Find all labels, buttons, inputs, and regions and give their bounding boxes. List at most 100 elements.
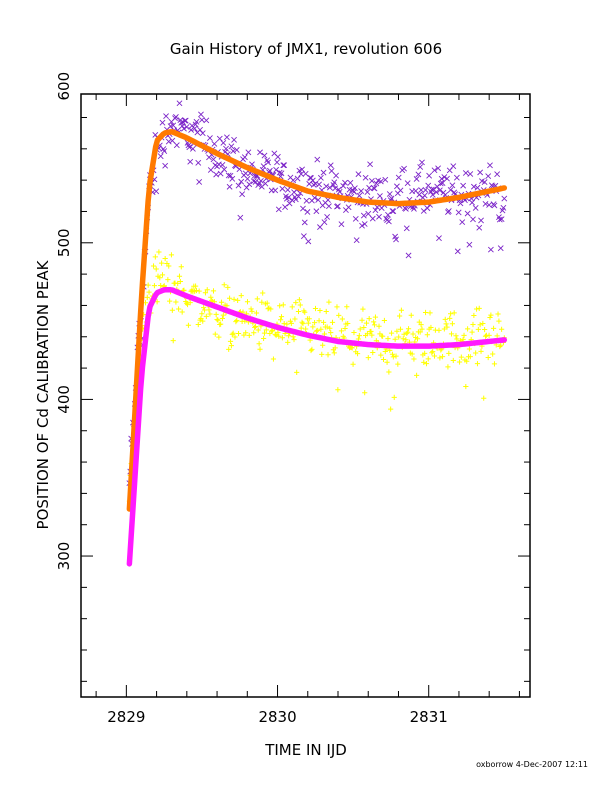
data-point-plus (490, 351, 496, 357)
data-point-x (227, 172, 234, 179)
data-point-x (290, 177, 297, 184)
data-point-x (278, 170, 285, 177)
data-point-x (415, 171, 422, 178)
data-point-plus (175, 280, 181, 287)
data-point-plus (410, 331, 416, 337)
data-point-x (223, 145, 229, 152)
data-point-plus (368, 328, 374, 335)
data-point-x (242, 170, 249, 177)
data-point-plus (458, 354, 464, 360)
data-point-plus (385, 335, 391, 342)
data-point-x (431, 167, 438, 174)
data-point-x (388, 195, 395, 202)
data-point-x (419, 159, 425, 166)
data-point-plus (291, 336, 297, 343)
data-point-plus (482, 333, 489, 339)
data-point-x (299, 166, 305, 173)
data-point-plus (272, 331, 278, 337)
data-point-plus (476, 305, 482, 311)
data-point-plus (498, 342, 504, 348)
data-point-plus (213, 311, 219, 317)
data-point-plus (321, 331, 328, 337)
data-point-plus (422, 350, 428, 356)
data-point-plus (313, 328, 319, 334)
data-point-plus (281, 320, 287, 327)
data-point-x (351, 188, 357, 195)
data-point-x (451, 189, 458, 196)
data-point-x (437, 180, 444, 187)
data-point-x (351, 185, 358, 192)
data-point-x (390, 208, 397, 215)
data-point-plus (316, 318, 322, 324)
data-point-plus (371, 322, 378, 328)
data-point-plus (310, 324, 316, 330)
data-point-x (470, 183, 477, 190)
data-point-plus (404, 330, 410, 337)
data-point-plus (219, 315, 226, 322)
data-point-plus (177, 278, 183, 285)
data-point-plus (453, 333, 459, 339)
data-point-plus (216, 334, 222, 340)
data-point-x (371, 185, 378, 192)
data-point-x (374, 204, 381, 211)
data-point-x (361, 221, 368, 227)
data-point-plus (473, 306, 480, 312)
data-point-plus (231, 296, 237, 302)
data-point-plus (248, 306, 254, 312)
data-point-x (455, 209, 462, 216)
data-point-x (235, 182, 242, 189)
data-point-plus (179, 309, 185, 315)
data-point-x (274, 159, 280, 166)
data-point-x (356, 192, 363, 199)
data-point-plus (260, 290, 266, 296)
data-point-x (189, 145, 196, 152)
data-point-plus (306, 316, 312, 322)
data-point-plus (345, 320, 351, 327)
data-point-x (326, 184, 333, 191)
data-point-plus (328, 330, 334, 336)
data-point-plus (207, 311, 213, 317)
data-point-plus (473, 350, 479, 356)
data-point-x (260, 163, 267, 170)
data-point-plus (401, 331, 407, 337)
data-point-x (365, 210, 372, 217)
data-point-plus (477, 322, 483, 328)
data-point-plus (360, 306, 366, 312)
data-point-x (325, 203, 332, 210)
data-point-plus (257, 346, 263, 352)
data-point-plus (338, 328, 345, 334)
data-point-plus (395, 361, 401, 367)
data-point-x (462, 170, 469, 176)
data-point-x (161, 148, 168, 154)
data-point-plus (394, 328, 400, 334)
data-point-plus (464, 358, 470, 364)
data-point-x (320, 169, 327, 176)
data-point-plus (146, 289, 152, 295)
data-point-plus (193, 287, 200, 294)
data-point-x (316, 181, 322, 188)
data-point-plus (277, 303, 283, 309)
data-point-x (364, 189, 371, 195)
data-point-plus (308, 347, 314, 354)
data-point-plus (414, 336, 421, 342)
data-point-x (300, 233, 307, 240)
data-point-plus (390, 354, 396, 360)
data-point-plus (293, 299, 299, 306)
data-point-plus (414, 372, 420, 379)
data-point-plus (234, 317, 240, 324)
data-point-plus (384, 359, 390, 365)
chart-title: Gain History of JMX1, revolution 606 (170, 40, 442, 58)
data-point-x (317, 174, 324, 181)
data-point-plus (485, 354, 491, 361)
data-point-plus (305, 320, 311, 326)
data-point-plus (269, 328, 275, 334)
data-point-plus (487, 314, 493, 321)
data-point-x (285, 194, 292, 201)
data-point-plus (446, 350, 452, 356)
data-point-plus (253, 310, 260, 316)
data-point-plus (209, 297, 215, 303)
data-point-plus (376, 323, 382, 329)
data-point-plus (226, 295, 233, 301)
data-point-x (360, 212, 367, 219)
